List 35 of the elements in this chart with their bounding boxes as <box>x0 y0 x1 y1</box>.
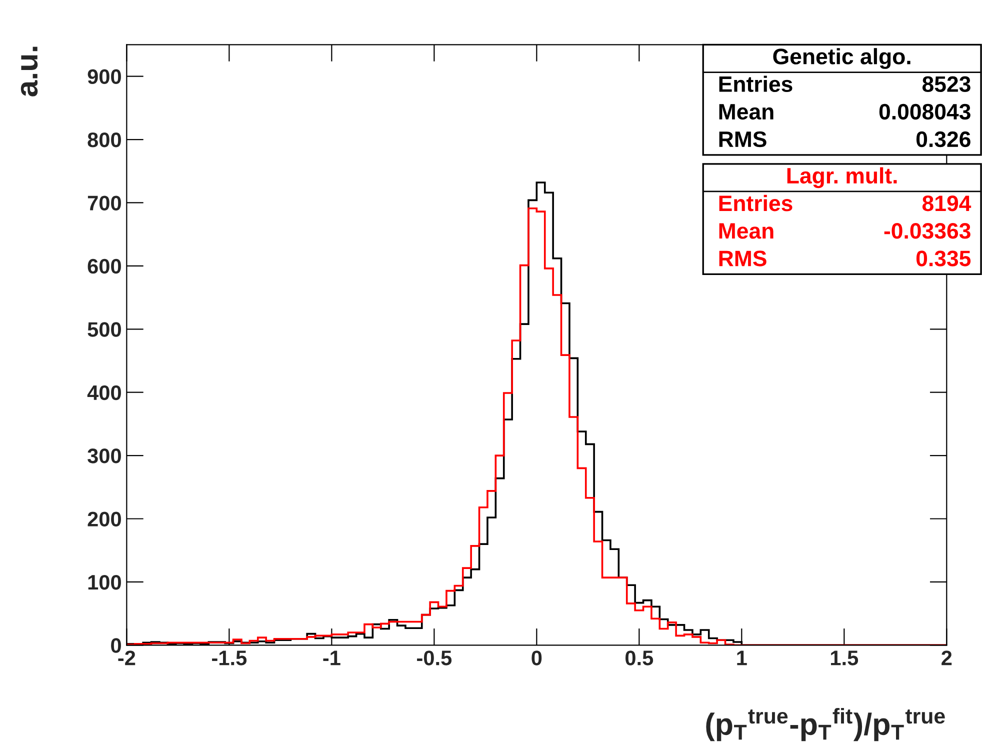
annotation: 0.008043 <box>879 104 970 120</box>
x-tick-label: -1.5 <box>212 650 247 666</box>
x-tick-label: 1 <box>737 650 747 666</box>
y-tick-label: 400 <box>87 385 121 400</box>
text: Lagr. mult. <box>787 167 897 188</box>
y-tick-label: 100 <box>88 574 121 590</box>
x-tick-label: 2 <box>942 650 952 666</box>
x-tick-label: -0.5 <box>417 650 452 666</box>
annotation: 8194 <box>922 195 972 212</box>
x-tick-label: -1 <box>323 650 340 666</box>
y-axis-title: a.u. <box>20 46 38 96</box>
annotation: RMS <box>719 250 766 266</box>
annotation: 8523 <box>922 76 970 92</box>
y-tick-label: 700 <box>88 196 121 210</box>
y-tick-label: 300 <box>88 448 121 464</box>
y-tick-label: 200 <box>88 512 121 527</box>
y-tick-label: 0 <box>111 638 121 653</box>
x-tick-label: 0.5 <box>626 650 654 666</box>
annotation: 0.326 <box>916 131 970 148</box>
annotation: Mean <box>719 223 774 239</box>
annotation: Mean <box>719 104 774 120</box>
annotation: Entries <box>719 194 792 212</box>
y-tick-label: 800 <box>88 132 121 148</box>
annotation: RMS <box>719 131 766 148</box>
text: (p$_{T}$$^{true}$-p$_{T}$$^{fit}$)/p$_{T}$$^{true}$ <box>706 708 945 742</box>
y-tick-label: 900 <box>88 69 121 84</box>
x-tick-label: 0 <box>532 650 542 666</box>
x-tick-label: -2 <box>118 650 136 666</box>
y-tick-label: 500 <box>88 322 121 337</box>
annotation: Entries <box>719 76 792 92</box>
annotation: 0.335 <box>916 250 971 266</box>
x-tick-label: 1.5 <box>830 650 858 666</box>
text: Genetic algo. <box>773 48 910 69</box>
y-tick-label: 600 <box>88 258 121 274</box>
annotation: -0.03363 <box>884 223 970 239</box>
